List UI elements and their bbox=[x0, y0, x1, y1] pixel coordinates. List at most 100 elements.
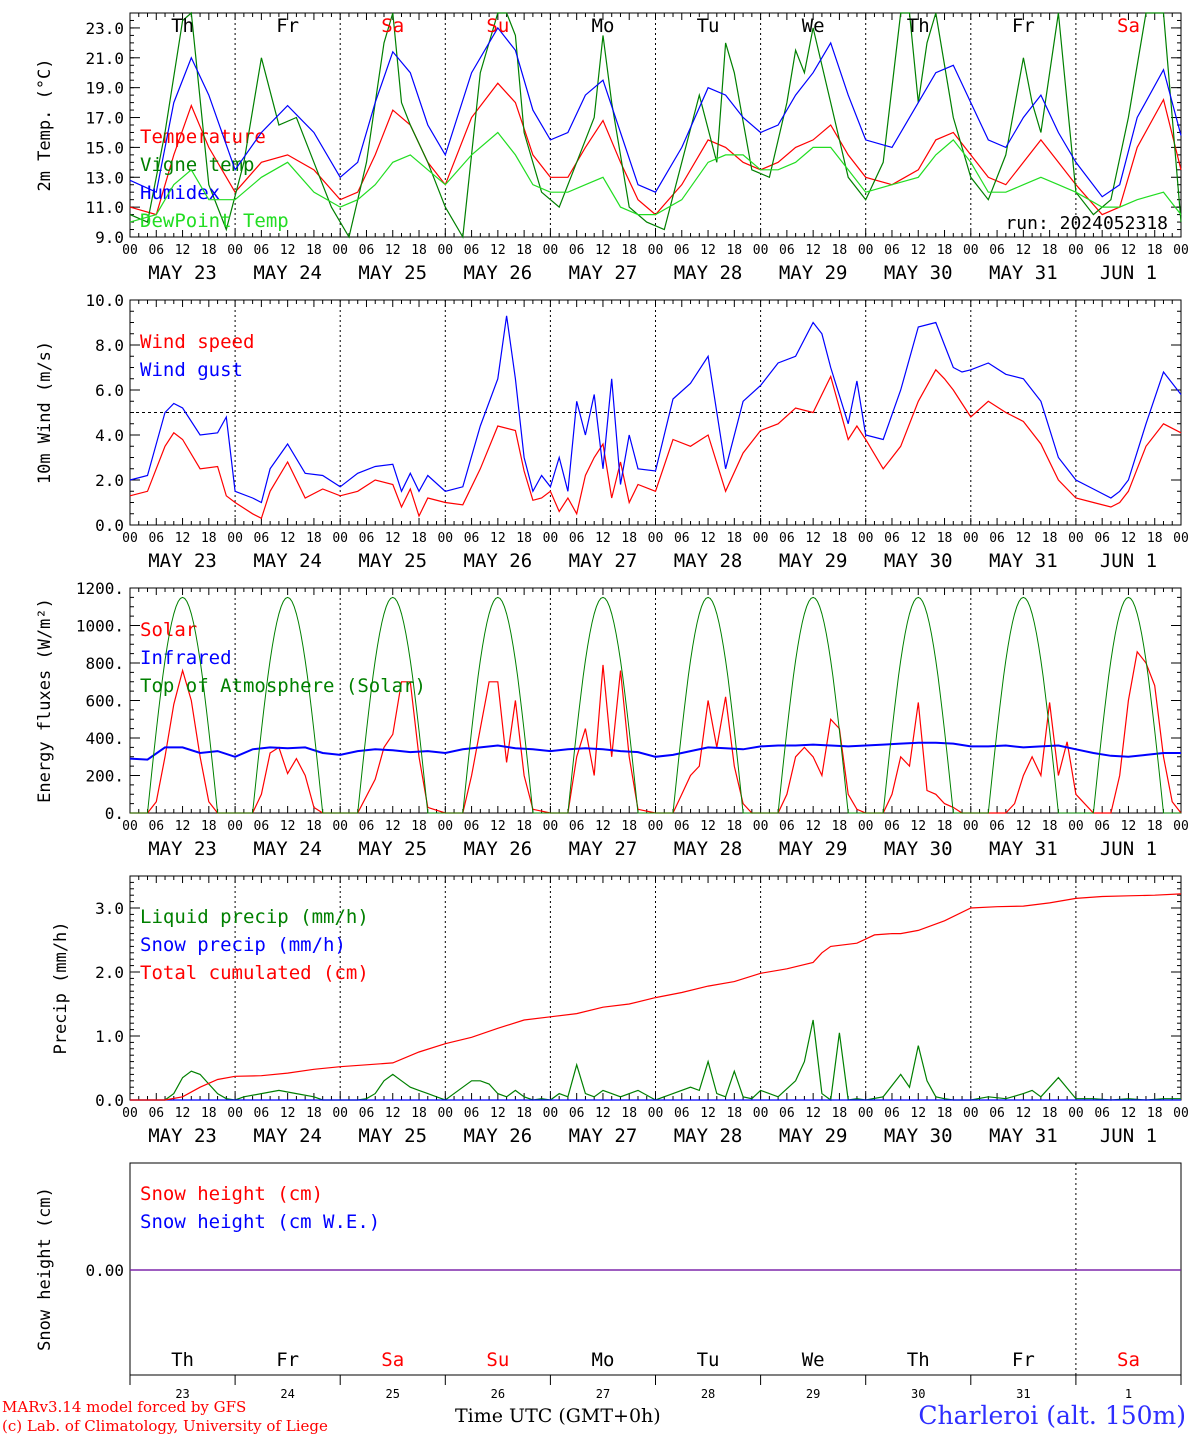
day-label: MAY 29 bbox=[779, 1125, 848, 1147]
day-label: MAY 23 bbox=[148, 262, 217, 284]
y-tick-label: 4.0 bbox=[95, 426, 124, 445]
hour-label: 12 bbox=[1016, 1106, 1032, 1121]
hour-label: 00 bbox=[437, 243, 453, 258]
hour-label: 00 bbox=[648, 531, 664, 546]
hour-label: 00 bbox=[122, 531, 138, 546]
hour-label: 00 bbox=[543, 819, 559, 834]
day-label: MAY 25 bbox=[358, 838, 427, 860]
day-number: 1 bbox=[1125, 1387, 1132, 1401]
weekday-label: Mo bbox=[592, 1349, 615, 1371]
hour-label: 12 bbox=[490, 1106, 506, 1121]
hour-label: 06 bbox=[569, 531, 585, 546]
hour-label: 06 bbox=[674, 243, 690, 258]
y-tick-label: 400. bbox=[85, 729, 124, 748]
hour-label: 00 bbox=[1173, 819, 1189, 834]
y-tick-label: 23.0 bbox=[85, 19, 124, 38]
legend-entry: Infrared bbox=[140, 647, 232, 669]
hour-label: 12 bbox=[1121, 531, 1137, 546]
weekday-label: Fr bbox=[276, 1349, 299, 1371]
day-label: MAY 27 bbox=[569, 550, 638, 572]
weekday-label: We bbox=[802, 1349, 825, 1371]
day-label: MAY 23 bbox=[148, 838, 217, 860]
hour-label: 00 bbox=[227, 531, 243, 546]
hour-label: 18 bbox=[726, 243, 742, 258]
legend-entry: Solar bbox=[140, 619, 197, 641]
hour-label: 18 bbox=[1147, 243, 1163, 258]
weekday-label: Sa bbox=[381, 1349, 404, 1371]
credit-line-1: MARv3.14 model forced by GFS bbox=[2, 1398, 247, 1416]
hour-label: 18 bbox=[621, 819, 637, 834]
hour-label: 06 bbox=[464, 819, 480, 834]
weekday-label: Su bbox=[486, 15, 509, 37]
hour-label: 18 bbox=[411, 243, 427, 258]
day-label: MAY 27 bbox=[569, 838, 638, 860]
day-label: MAY 27 bbox=[569, 1125, 638, 1147]
y-tick-label: 6.0 bbox=[95, 381, 124, 400]
hour-label: 06 bbox=[1094, 1106, 1110, 1121]
hour-label: 06 bbox=[1094, 531, 1110, 546]
hour-label: 12 bbox=[385, 243, 401, 258]
hour-label: 12 bbox=[490, 531, 506, 546]
day-label: MAY 26 bbox=[464, 262, 533, 284]
day-label: MAY 29 bbox=[779, 838, 848, 860]
hour-label: 18 bbox=[937, 1106, 953, 1121]
hour-label: 06 bbox=[464, 1106, 480, 1121]
hour-label: 18 bbox=[306, 1106, 322, 1121]
day-label: MAY 30 bbox=[884, 550, 953, 572]
hour-label: 06 bbox=[569, 1106, 585, 1121]
day-label: MAY 30 bbox=[884, 838, 953, 860]
hour-label: 12 bbox=[175, 1106, 191, 1121]
hour-label: 06 bbox=[884, 243, 900, 258]
legend-entry: Wind gust bbox=[140, 359, 243, 381]
hour-label: 18 bbox=[411, 819, 427, 834]
hour-label: 06 bbox=[464, 243, 480, 258]
hour-label: 06 bbox=[148, 531, 164, 546]
day-label: MAY 28 bbox=[674, 550, 743, 572]
hour-label: 18 bbox=[201, 531, 217, 546]
y-tick-label: 13.0 bbox=[85, 168, 124, 187]
hour-label: 06 bbox=[464, 531, 480, 546]
day-label: MAY 29 bbox=[779, 550, 848, 572]
legend-entry: Humidex bbox=[140, 182, 220, 204]
weekday-label: Fr bbox=[1012, 15, 1035, 37]
hour-label: 06 bbox=[569, 819, 585, 834]
y-tick-label: 0.0 bbox=[95, 1091, 124, 1110]
day-label: JUN 1 bbox=[1100, 550, 1157, 572]
hour-label: 00 bbox=[1068, 1106, 1084, 1121]
hour-label: 00 bbox=[122, 243, 138, 258]
hour-label: 00 bbox=[753, 819, 769, 834]
hour-label: 12 bbox=[595, 819, 611, 834]
y-tick-label: 17.0 bbox=[85, 109, 124, 128]
weekday-label: Sa bbox=[1117, 1349, 1140, 1371]
series-line bbox=[129, 26, 1182, 198]
y-tick-label: 3.0 bbox=[95, 899, 124, 918]
series-line bbox=[129, 315, 1182, 504]
day-label: MAY 26 bbox=[464, 1125, 533, 1147]
day-number: 30 bbox=[911, 1387, 925, 1401]
hour-label: 00 bbox=[122, 819, 138, 834]
day-label: MAY 25 bbox=[358, 550, 427, 572]
day-number: 28 bbox=[701, 1387, 715, 1401]
day-number: 29 bbox=[806, 1387, 820, 1401]
hour-label: 00 bbox=[543, 243, 559, 258]
hour-label: 12 bbox=[805, 819, 821, 834]
hour-label: 18 bbox=[306, 531, 322, 546]
y-axis-label: Snow height (cm) bbox=[35, 1187, 55, 1351]
legend-entry: Snow height (cm W.E.) bbox=[140, 1211, 380, 1233]
hour-label: 00 bbox=[753, 531, 769, 546]
hour-label: 00 bbox=[227, 1106, 243, 1121]
hour-label: 06 bbox=[989, 243, 1005, 258]
hour-label: 18 bbox=[306, 819, 322, 834]
weekday-label: Th bbox=[907, 15, 930, 37]
legend-entry: Temperature bbox=[140, 126, 266, 148]
day-label: MAY 30 bbox=[884, 1125, 953, 1147]
day-label: MAY 28 bbox=[674, 262, 743, 284]
hour-label: 18 bbox=[1147, 819, 1163, 834]
time-axis-label: Time UTC (GMT+0h) bbox=[455, 1405, 661, 1427]
legend-entry: Top of Atmosphere (Solar) bbox=[140, 675, 426, 697]
hour-label: 12 bbox=[910, 1106, 926, 1121]
hour-label: 00 bbox=[437, 1106, 453, 1121]
hour-label: 00 bbox=[963, 243, 979, 258]
hour-label: 18 bbox=[516, 243, 532, 258]
hour-label: 18 bbox=[621, 1106, 637, 1121]
